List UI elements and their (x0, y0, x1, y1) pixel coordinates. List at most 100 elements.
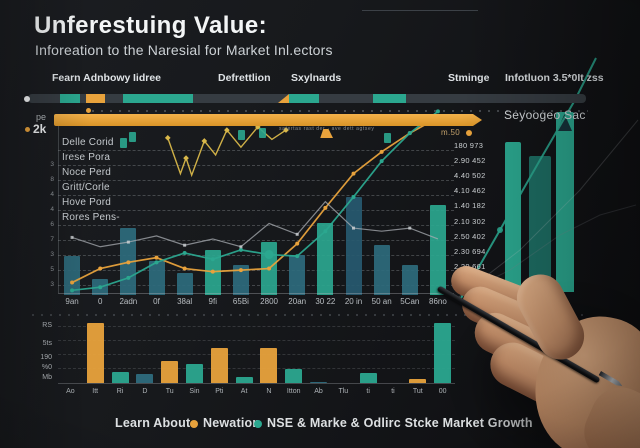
bottom-x-tick-label: Itton (286, 388, 301, 395)
row-label: Delle Corid (62, 137, 114, 148)
progress-segment (278, 94, 289, 103)
main-x-tick-label: 38al (177, 297, 193, 306)
section-divider-dots (32, 314, 588, 316)
main-chart-bar (317, 223, 334, 295)
bottom-chart-bar (260, 348, 278, 383)
main-chart-lines (70, 109, 440, 293)
orange-dot-marker (466, 130, 472, 136)
main-chart-bar (148, 260, 165, 295)
bottom-y-tick-label: %0 (41, 364, 52, 371)
middle-finger (456, 280, 577, 360)
tab-bar: Fearn Adnbowy Iidree Defrettlion Sxylnards S… (0, 72, 640, 86)
tab-fearn-adnbowy[interactable]: Fearn Adnbowy (52, 72, 131, 84)
axis-tick-label: 7 (50, 236, 54, 243)
right-value: 2.90 452 (454, 156, 486, 166)
axis-tick-label: 3 (50, 161, 54, 168)
right-tall-bar (529, 156, 551, 292)
page-title: Unferestuing Value: (34, 12, 267, 39)
bottom-x-tick-label: Tlu (338, 388, 349, 395)
bottom-x-tick-label: At (240, 388, 248, 395)
main-x-tick-label: 20 in (344, 297, 363, 306)
bottom-y-tick-label: 190 (40, 354, 52, 361)
bottom-x-tick-label: ti (366, 388, 370, 395)
main-x-tick-label: 9fi (208, 297, 218, 306)
axis-label-2k: 2k (33, 122, 47, 136)
bottom-chart-bar (235, 376, 253, 383)
bottom-x-tick-label: Ao (66, 388, 75, 395)
main-chart-left-axis (58, 126, 59, 293)
main-x-tick-label: 9an (65, 297, 79, 306)
right-panel-title: Seyoogeo Sac (504, 108, 586, 122)
bottom-y-tick-label: RS (42, 322, 52, 329)
bottom-chart-bar (136, 374, 154, 383)
axis-tick-label: 3 (50, 251, 54, 258)
axis-tick-label: 5 (50, 266, 54, 273)
bottom-chart-gridline (58, 340, 455, 341)
axis-tick-label: 4 (50, 206, 54, 213)
main-x-tick-label: 20an (288, 297, 307, 306)
main-chart-bar (176, 273, 193, 295)
tab-stminge[interactable]: Stminge (448, 72, 490, 84)
progress-bar[interactable] (24, 94, 586, 103)
main-chart-baseline (58, 293, 454, 294)
bottom-x-tick-label: N (266, 388, 272, 395)
row-label: Gritt/Corle (62, 182, 110, 193)
main-chart-gridline (58, 270, 454, 271)
page-subtitle: Inforeation to the Naresial for Market I… (35, 42, 333, 58)
tab-defrettlion[interactable]: Defrettlion (218, 72, 271, 84)
bottom-x-tick-label: 00 (438, 388, 447, 395)
legend-item: Newation (203, 416, 261, 430)
main-chart-bar (64, 256, 81, 295)
right-value: 4.40 502 (454, 171, 486, 181)
right-tall-bar (505, 142, 521, 292)
main-x-tick-label: 30 22 (315, 297, 336, 306)
main-x-tick-label: 2adn (119, 297, 138, 306)
bottom-chart-baseline (58, 383, 455, 384)
bottom-chart-bar (161, 360, 179, 383)
axis-tick-label: 8 (50, 176, 54, 183)
main-chart-bar (345, 196, 362, 295)
pen-tip (598, 371, 623, 388)
teal-square-marker (259, 128, 266, 138)
bottom-chart-bar (185, 364, 203, 383)
bottom-chart-bar (285, 369, 303, 383)
bottom-chart-bar (111, 371, 129, 383)
progress-segment (60, 94, 80, 103)
bottom-bar-chart (58, 318, 455, 385)
progress-segment (289, 94, 319, 103)
main-chart-gridline (58, 150, 454, 151)
bottom-chart-bar (210, 348, 228, 383)
main-chart-bar (429, 204, 446, 295)
main-x-tick-label: 5Can (400, 297, 420, 306)
bottom-chart-bar (359, 372, 377, 383)
right-tall-bar (556, 112, 574, 292)
main-chart-bar (373, 245, 390, 295)
orange-value-bar (54, 114, 482, 126)
tab-infotluon-3-5-0it-zss[interactable]: Infotluon 3.5*0It zss (505, 72, 604, 84)
bottom-chart-x-axis: Ao Itt Ri D Tu Sin Pti At N Itton Ab Tlu ti ti Tut 00 (0, 388, 640, 397)
right-value: 1.40 182 (454, 201, 486, 211)
legend-dot-icon (190, 420, 198, 428)
bottom-x-tick-label: Itt (92, 388, 99, 395)
bottom-chart-bar (310, 381, 328, 383)
ring-finger (468, 306, 595, 394)
main-x-tick-label: 65Bi (232, 297, 249, 306)
right-value: 3.60 53 (454, 276, 488, 288)
teal-square-marker (120, 138, 127, 148)
row-label: Hove Pord (62, 197, 112, 208)
bottom-y-tick-label: 5ts (42, 340, 52, 347)
progress-segment (123, 94, 193, 103)
right-value: 2.50 402 (454, 231, 486, 241)
right-value: 2.30 694 (454, 246, 486, 256)
tab-sxylnards[interactable]: Sxylnards (291, 72, 342, 84)
axis-tick-label: 3 (50, 281, 54, 288)
bottom-chart-gridline (58, 368, 455, 369)
chart-legend: Learn About Newation NSE & Marke & Odlirc … (0, 416, 640, 434)
bottom-x-tick-label: Ri (116, 388, 124, 395)
bottom-chart-gridline (58, 326, 455, 327)
main-chart-gridline (58, 240, 454, 241)
tab-iidree[interactable]: Iidree (133, 72, 162, 84)
main-chart-gridline (58, 165, 454, 166)
progress-segment (373, 94, 406, 103)
main-combo-chart (58, 108, 452, 295)
